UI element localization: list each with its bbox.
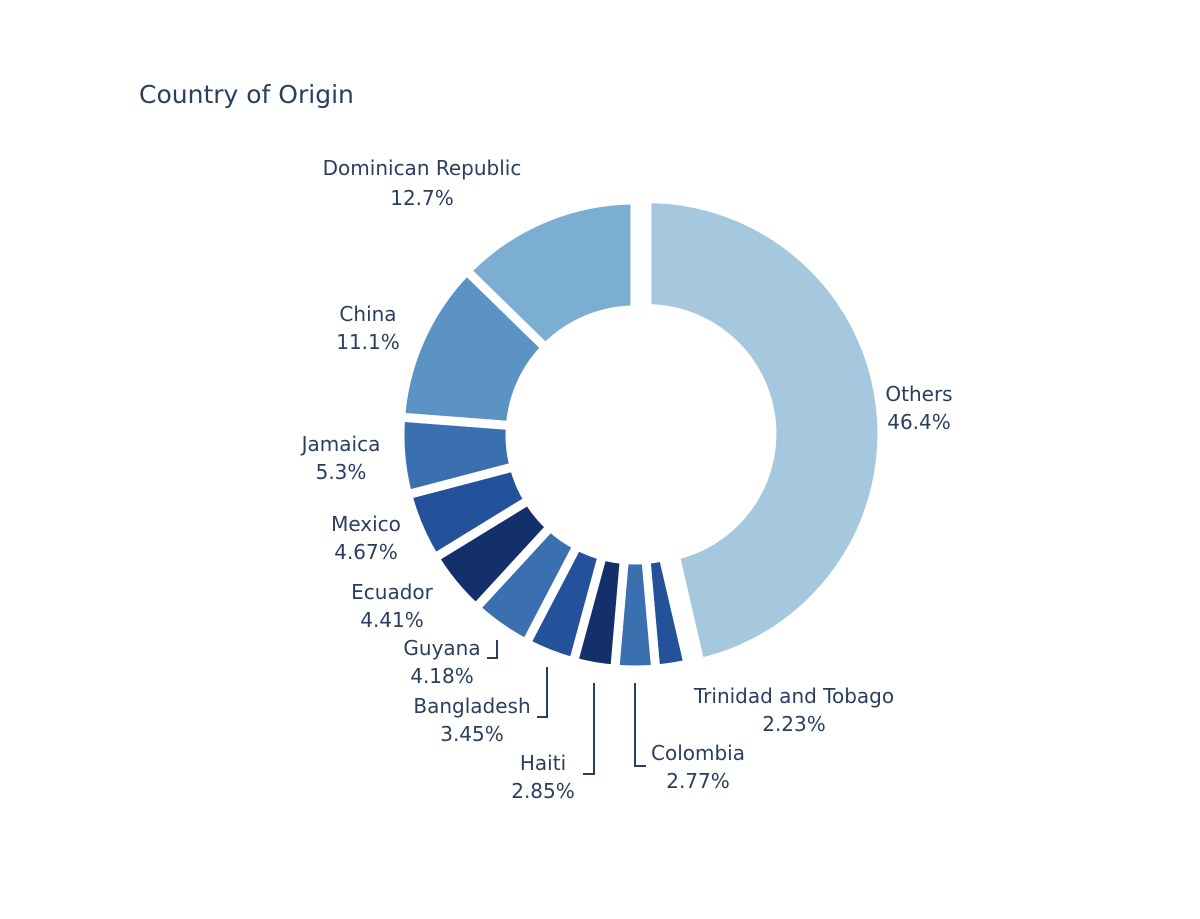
slice-percent-others: 46.4% — [887, 410, 951, 434]
slice-percent-bangladesh: 3.45% — [440, 722, 504, 746]
slice-percent-dominican-republic: 12.7% — [390, 186, 454, 210]
slice-label-haiti: Haiti — [520, 751, 566, 775]
slice-label-colombia: Colombia — [651, 741, 745, 765]
slice-percent-colombia: 2.77% — [666, 769, 730, 793]
slice-label-trinidad-and-tobago: Trinidad and Tobago — [693, 684, 894, 708]
leader-line — [487, 640, 498, 659]
slice-label-bangladesh: Bangladesh — [413, 694, 530, 718]
leader-line — [583, 683, 595, 775]
slice-percent-guyana: 4.18% — [410, 664, 474, 688]
slice-percent-china: 11.1% — [336, 330, 400, 354]
slice-percent-ecuador: 4.41% — [360, 608, 424, 632]
slice-others[interactable] — [642, 194, 887, 668]
slice-label-guyana: Guyana — [403, 636, 480, 660]
slice-percent-haiti: 2.85% — [511, 779, 575, 803]
slice-label-ecuador: Ecuador — [351, 580, 433, 604]
leader-line — [537, 667, 548, 718]
slice-label-dominican-republic: Dominican Republic — [323, 156, 522, 180]
slice-label-china: China — [339, 302, 396, 326]
slice-percent-trinidad-and-tobago: 2.23% — [762, 712, 826, 736]
slice-label-others: Others — [885, 382, 952, 406]
slice-percent-mexico: 4.67% — [334, 540, 398, 564]
chart-title: Country of Origin — [139, 80, 354, 109]
slice-percent-jamaica: 5.3% — [316, 460, 367, 484]
leader-line — [634, 683, 646, 767]
slice-label-jamaica: Jamaica — [300, 432, 381, 456]
slice-dominican-republic[interactable] — [460, 195, 640, 355]
slice-label-mexico: Mexico — [331, 512, 401, 536]
